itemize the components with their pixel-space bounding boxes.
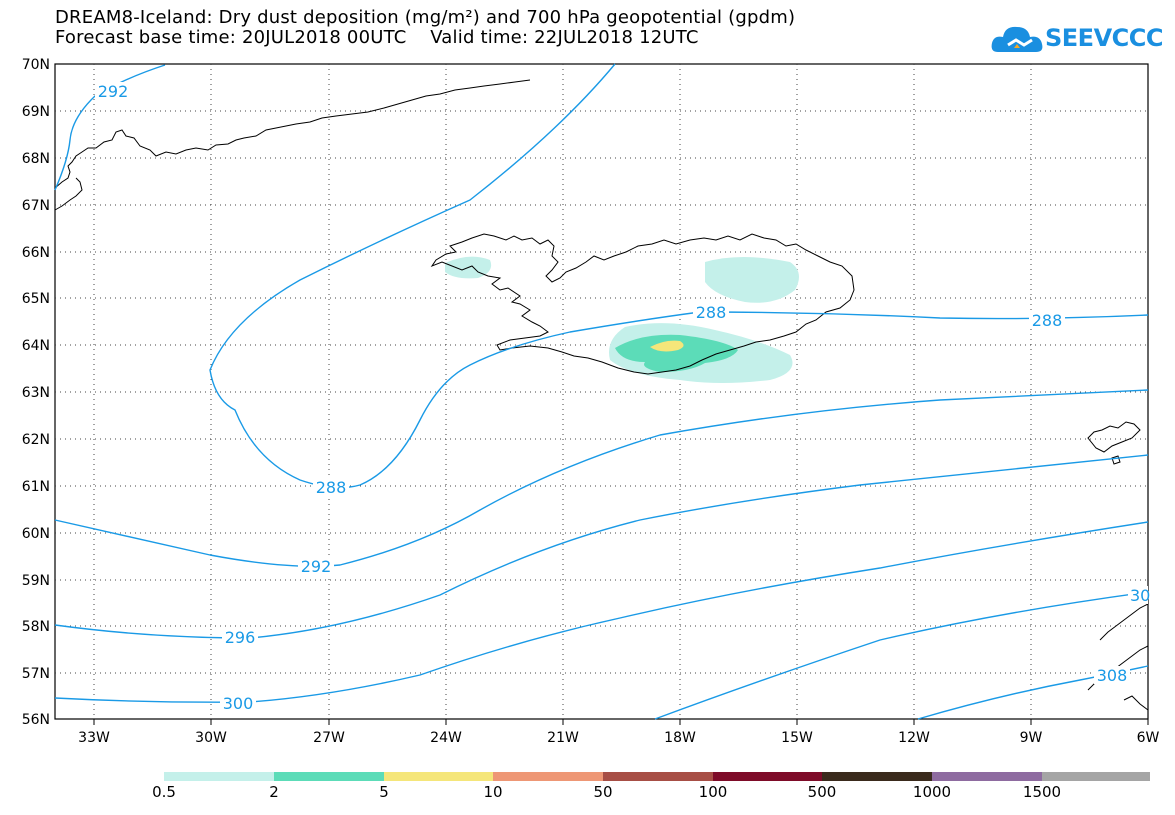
lon-label: 27W [313,730,345,746]
legend-swatch [164,772,274,781]
dust-deposition-field [445,256,799,383]
contour-296 [54,454,1149,639]
contour-300 [54,521,1149,703]
cloud-icon [991,26,1043,52]
lon-label: 9W [1020,730,1043,746]
dust-area-north [705,257,799,303]
contour-label: 296 [225,628,256,647]
contour-label: 292 [98,82,129,101]
map-subtitle: Forecast base time: 20JUL2018 00UTC Vali… [55,27,699,48]
legend-label: 0.5 [152,783,176,801]
lat-label: 68N [22,151,50,167]
contour-label: 292 [301,557,332,576]
graticule [55,64,1148,719]
lat-label: 59N [22,573,50,589]
contour-label: 288 [696,303,727,322]
map-title: DREAM8-Iceland: Dry dust deposition (mg/… [55,7,796,28]
logo-text: SEEVCCC [1045,24,1164,52]
lon-label: 12W [898,730,930,746]
legend-label: 500 [807,783,837,801]
legend-swatch [384,772,493,781]
plot-frame [54,63,1149,720]
contour-label: 30 [1130,586,1150,605]
dust-area-2mg [615,334,738,372]
legend-label: 50 [593,783,613,801]
lat-label: 63N [22,385,50,401]
legend-label: 10 [483,783,503,801]
legend-label: 1000 [912,783,952,801]
lon-label: 30W [195,730,227,746]
legend-swatch [932,772,1042,781]
contour-304 [654,591,1149,720]
legend-swatch [274,772,384,781]
axis-ticks [93,719,1149,725]
lon-label: 24W [430,730,462,746]
longitude-labels: 33W 30W 27W 24W 21W 18W 15W 12W 9W 6W [78,730,1159,746]
lat-label: 65N [22,291,50,307]
legend-swatch [493,772,603,781]
legend-label: 2 [269,783,279,801]
lat-label: 70N [22,57,50,73]
contour-labels: 292 288 288 288 292 296 300 30 308 [95,82,1150,713]
contour-288 [209,63,1149,489]
lat-label: 66N [22,245,50,261]
lat-label: 60N [22,526,50,542]
lat-label: 58N [22,619,50,635]
contour-label: 300 [223,694,254,713]
contour-label: 288 [316,478,347,497]
latitude-labels: 70N 69N 68N 67N 66N 65N 64N 63N 62N 61N … [22,57,50,728]
lat-label: 67N [22,198,50,214]
lat-label: 69N [22,104,50,120]
dust-area-5mg [650,340,684,352]
legend-swatch [713,772,822,781]
seevccc-logo: SEEVCCC [990,18,1165,58]
legend-label: 100 [698,783,728,801]
lon-label: 21W [547,730,579,746]
contour-292 [54,389,1149,567]
legend-label: 5 [379,783,389,801]
contour-label: 288 [1032,311,1063,330]
coastlines [54,79,1149,711]
contour-292-top [54,64,166,191]
lat-label: 62N [22,432,50,448]
contour-label: 308 [1097,666,1128,685]
lat-label: 64N [22,338,50,354]
legend-swatch [1042,772,1150,781]
lat-label: 57N [22,666,50,682]
lon-label: 18W [664,730,696,746]
lon-label: 33W [78,730,110,746]
lon-label: 6W [1137,730,1160,746]
legend-bar [164,772,1150,781]
geopotential-contours [54,63,1149,720]
lat-label: 56N [22,712,50,728]
lon-label: 15W [781,730,813,746]
lat-label: 61N [22,479,50,495]
legend-label: 1500 [1022,783,1062,801]
legend-swatch [822,772,932,781]
legend-swatch [603,772,713,781]
